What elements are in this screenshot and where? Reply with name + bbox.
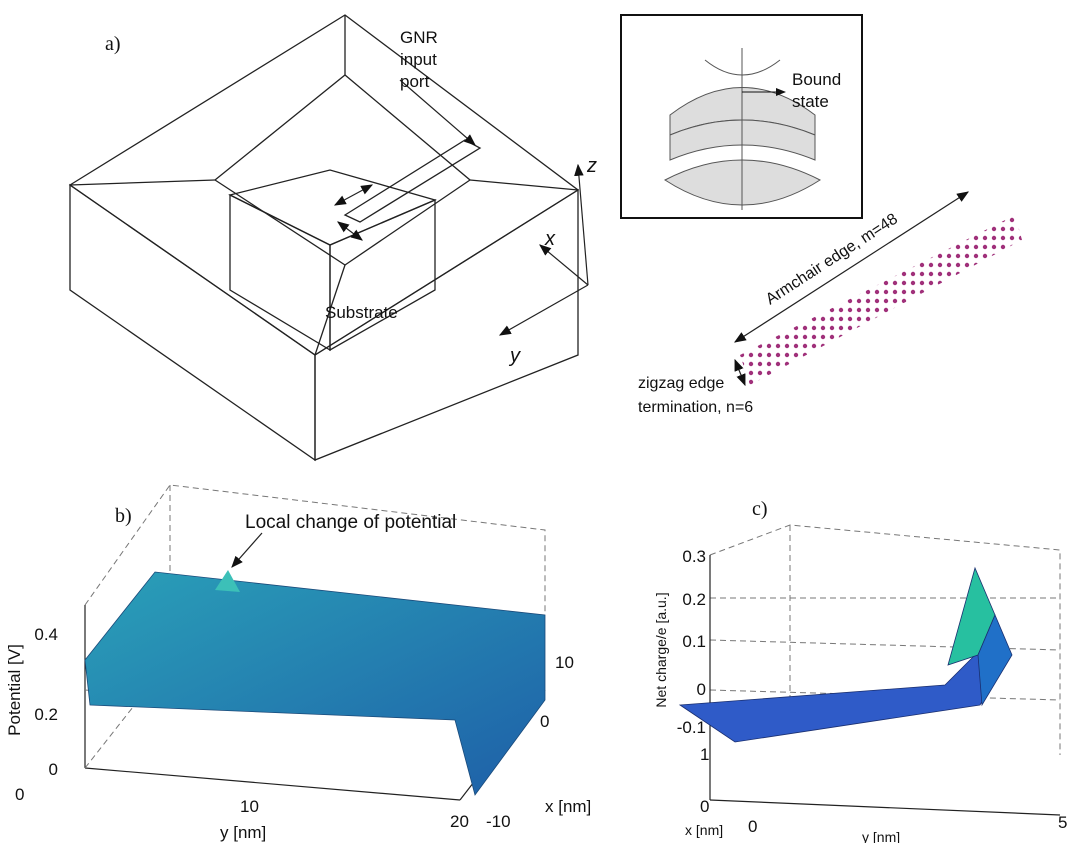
z-axis-label: Net charge/e [a.u.] [653, 592, 669, 707]
z-tick-label: 0.3 [682, 547, 706, 566]
panel-label: c) [752, 498, 768, 520]
panel-label: b) [115, 505, 132, 527]
gnr-label: GNR [400, 28, 438, 47]
panel-label: a) [105, 33, 121, 55]
figure: a) GNR input port Substrate z x y Bound … [0, 0, 1083, 843]
annotation-arrow [232, 533, 262, 567]
zigzag-label: termination, n=6 [638, 399, 753, 416]
x-tick-label: 1 [700, 745, 709, 764]
panel-c-box [710, 525, 1060, 815]
axis-label: y [508, 345, 521, 367]
inset-label: state [792, 92, 829, 111]
x-tick-label: -10 [486, 812, 511, 831]
potential-surface [85, 572, 545, 795]
axis-label: x [544, 228, 556, 250]
z-tick-label: 0 [49, 760, 58, 779]
substrate-label: Substrate [325, 303, 398, 322]
y-tick-label: 10 [240, 797, 259, 816]
z-tick-label: 0 [697, 680, 706, 699]
z-tick-label: 0.1 [682, 632, 706, 651]
panel-a-drawing [70, 15, 588, 460]
gnr-label: port [400, 72, 430, 91]
y-tick-label: 0 [748, 817, 757, 836]
zigzag-label: zigzag edge [638, 375, 724, 392]
z-tick-label: -0.1 [677, 718, 706, 737]
inset-label: Bound [792, 70, 841, 89]
charge-surface [680, 655, 1010, 742]
z-tick-label: 0.4 [34, 625, 58, 644]
x-tick-label: 10 [555, 653, 574, 672]
y-tick-label: 5 [1058, 813, 1067, 832]
annotation: Local change of potential [245, 512, 456, 533]
y-tick-label: 20 [450, 812, 469, 831]
x-axis-label: x [nm] [545, 797, 591, 816]
z-tick-label: 0.2 [34, 705, 58, 724]
gnr-label: input [400, 50, 437, 69]
x-tick-label: 0 [700, 797, 709, 816]
x-tick-label: 0 [540, 712, 549, 731]
y-axis-label: y [nm] [862, 829, 900, 843]
axis-label: z [586, 155, 597, 177]
z-axis-label: Potential [V] [5, 644, 24, 736]
y-tick-label: 0 [15, 785, 24, 804]
z-tick-label: 0.2 [682, 590, 706, 609]
x-axis-label: x [nm] [685, 822, 723, 838]
y-axis-label: y [nm] [220, 823, 266, 842]
